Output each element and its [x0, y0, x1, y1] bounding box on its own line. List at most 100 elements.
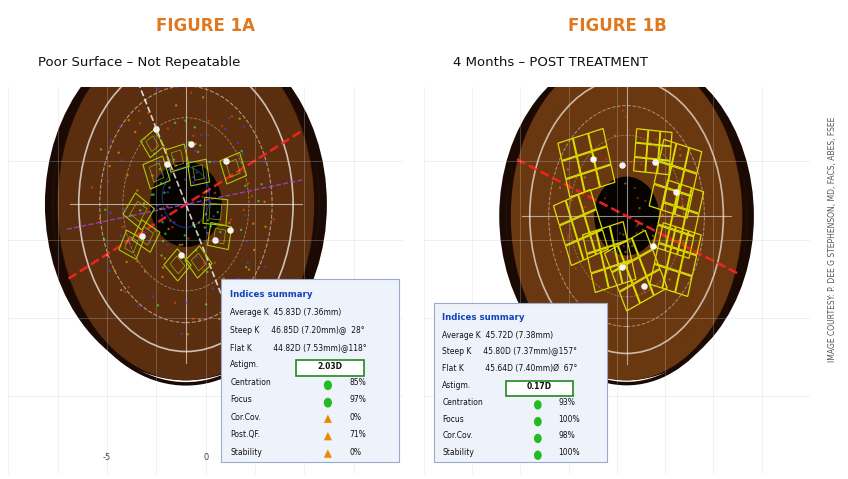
Point	[156, 218, 170, 226]
Bar	[612, 265, 633, 291]
Point	[208, 259, 221, 267]
Point	[114, 286, 128, 294]
Point	[619, 248, 633, 256]
Bar	[632, 230, 652, 256]
Point	[673, 145, 687, 153]
Point	[621, 235, 634, 242]
Point	[138, 268, 152, 275]
Bar	[226, 159, 240, 177]
Text: IMAGE COURTESY: P. DEE G STEPHENSON, MD, FACS, ABES, FSEE: IMAGE COURTESY: P. DEE G STEPHENSON, MD,…	[828, 117, 837, 362]
Point	[116, 223, 130, 231]
Point	[146, 171, 159, 179]
Point	[164, 217, 177, 224]
Point	[185, 89, 198, 96]
Point	[225, 113, 238, 120]
Point	[238, 182, 252, 190]
Bar	[659, 223, 676, 246]
Point	[661, 266, 674, 274]
Text: Post.QF.: Post.QF.	[231, 430, 260, 439]
Point	[169, 119, 182, 126]
Point	[137, 199, 151, 207]
Bar	[596, 165, 615, 187]
Point	[672, 238, 686, 246]
Bar	[653, 225, 669, 251]
Point	[632, 220, 645, 228]
Bar	[610, 222, 628, 244]
Point	[197, 93, 210, 101]
Point	[234, 226, 248, 234]
Text: 4 Months – POST TREATMENT: 4 Months – POST TREATMENT	[453, 57, 648, 69]
Bar	[634, 143, 647, 158]
Bar	[662, 269, 679, 292]
Point	[685, 245, 699, 253]
Point	[192, 231, 205, 239]
Bar	[633, 157, 646, 172]
Text: 5: 5	[302, 454, 307, 463]
Point	[133, 206, 147, 214]
Point	[203, 198, 216, 205]
Point	[175, 330, 188, 338]
Text: FIGURE 1A: FIGURE 1A	[156, 17, 255, 34]
Bar	[141, 130, 164, 158]
Text: Astigm.: Astigm.	[231, 361, 259, 369]
Bar	[578, 189, 596, 214]
Ellipse shape	[510, 52, 742, 380]
Point	[158, 189, 171, 196]
Point	[187, 221, 200, 228]
Point	[200, 229, 214, 237]
Point	[155, 205, 169, 212]
Bar	[639, 250, 660, 276]
Text: Steep K     46.85D (7.20mm)@  28°: Steep K 46.85D (7.20mm)@ 28°	[231, 326, 365, 335]
Point	[160, 203, 174, 210]
Point	[104, 209, 118, 217]
Bar	[170, 256, 185, 274]
Text: Centration: Centration	[443, 398, 483, 407]
Point	[582, 300, 595, 308]
Point	[156, 264, 170, 272]
Text: Average K  45.72D (7.38mm): Average K 45.72D (7.38mm)	[443, 331, 554, 340]
Point	[209, 237, 222, 244]
Point	[237, 206, 250, 214]
Point	[202, 229, 215, 237]
Point	[168, 299, 181, 307]
Point	[156, 273, 170, 281]
Point	[158, 254, 171, 262]
Bar	[675, 184, 691, 209]
Point	[218, 155, 232, 162]
Point	[135, 232, 148, 240]
Point	[114, 232, 127, 240]
Bar	[208, 223, 232, 250]
Point	[207, 213, 220, 220]
Point	[231, 139, 244, 147]
Bar	[676, 273, 692, 297]
Ellipse shape	[594, 177, 659, 255]
Bar	[203, 197, 228, 226]
Point	[119, 205, 132, 213]
Point	[252, 197, 265, 205]
Point	[197, 266, 210, 274]
Bar	[619, 261, 636, 284]
Point	[201, 217, 215, 224]
Bar	[573, 134, 592, 156]
Point	[590, 154, 604, 161]
Point	[165, 223, 179, 231]
Point	[561, 166, 575, 173]
Bar	[680, 252, 696, 275]
Point	[209, 189, 222, 197]
Bar	[678, 233, 694, 258]
Point	[184, 140, 198, 148]
Point	[188, 124, 202, 131]
Point	[626, 242, 639, 250]
Point	[561, 234, 575, 242]
Point	[189, 182, 203, 189]
Text: Focus: Focus	[443, 415, 464, 423]
Point	[598, 194, 611, 202]
Point	[150, 125, 164, 133]
Point	[187, 132, 200, 139]
Point	[98, 206, 112, 214]
Bar	[647, 144, 659, 159]
Bar	[675, 193, 692, 218]
Bar	[650, 184, 667, 210]
Point	[629, 229, 643, 237]
Bar	[220, 152, 247, 184]
